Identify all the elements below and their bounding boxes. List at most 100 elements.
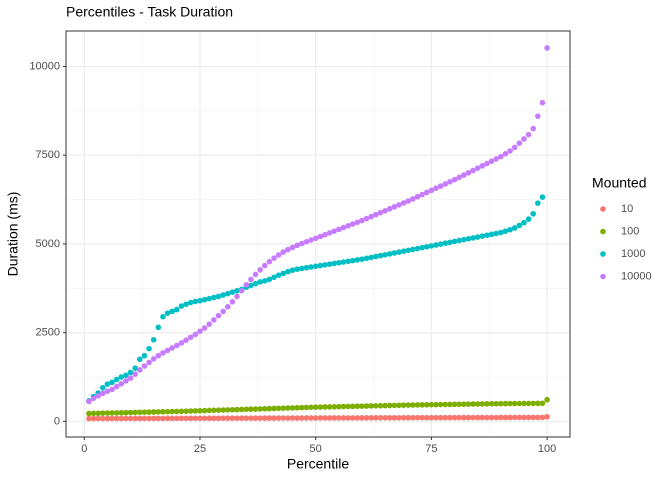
point [187,334,194,341]
point [280,270,287,277]
point [303,404,310,411]
point [150,356,157,362]
point [261,262,268,269]
point [456,414,462,421]
point [146,359,152,366]
point [197,415,203,422]
point [211,407,217,414]
point [349,415,356,421]
point [437,183,444,189]
point [479,414,486,421]
point [118,380,125,387]
point [285,246,291,253]
point [437,401,444,408]
point [113,383,120,390]
point [322,404,328,410]
point [109,410,115,416]
point [345,403,351,410]
point [428,187,435,194]
point [377,415,384,421]
point [90,415,97,422]
legend-label: 10 [621,203,633,215]
point [220,308,226,315]
point [174,415,180,422]
point [535,400,541,407]
point [428,401,435,408]
point [86,410,92,417]
point [368,415,375,421]
point [410,402,416,408]
point [340,224,347,231]
point [414,193,421,200]
point [511,414,518,421]
point [456,174,462,181]
point [373,415,379,421]
point [474,234,481,240]
point [164,310,171,316]
point [479,163,486,169]
point [433,414,439,421]
x-tick-label: 100 [538,443,556,455]
point [178,415,185,422]
legend-label: 100 [621,225,639,237]
point [164,408,171,415]
point [266,415,273,421]
point [261,405,268,412]
point [150,415,157,422]
point [141,415,148,422]
point [280,415,287,421]
point [530,414,537,421]
point [178,340,185,346]
point [535,200,541,206]
point [363,255,370,262]
point [248,406,254,412]
point [123,409,129,416]
point [498,414,504,421]
point [160,313,166,320]
point [382,415,388,421]
point [317,404,324,410]
point [442,414,449,421]
point [488,158,495,165]
x-tick-label: 75 [425,443,437,455]
point [400,200,407,206]
point [197,407,203,414]
point [299,240,305,247]
point [437,241,444,247]
point [507,148,513,154]
point [169,308,176,315]
point [206,321,213,327]
point [174,306,180,313]
point [511,225,518,231]
point [539,99,546,106]
point [289,405,296,411]
point [521,219,527,226]
point [132,371,138,377]
point [206,407,213,414]
point [322,231,328,238]
point [252,280,259,287]
point [470,401,476,407]
x-tick-label: 25 [194,443,206,455]
point [419,244,425,251]
point [312,235,319,242]
point [493,230,499,237]
point [498,153,504,160]
legend-key [600,251,606,257]
point [215,407,222,413]
point [396,402,402,409]
point [169,345,176,351]
point [396,414,402,421]
point [243,281,250,288]
point [354,257,361,263]
point [386,414,393,421]
point [178,408,185,415]
point [507,414,513,421]
point [201,296,208,303]
x-tick-label: 50 [310,443,322,455]
point [141,352,148,359]
point [224,415,231,421]
point [516,400,523,407]
point [368,403,375,409]
point [215,415,222,422]
